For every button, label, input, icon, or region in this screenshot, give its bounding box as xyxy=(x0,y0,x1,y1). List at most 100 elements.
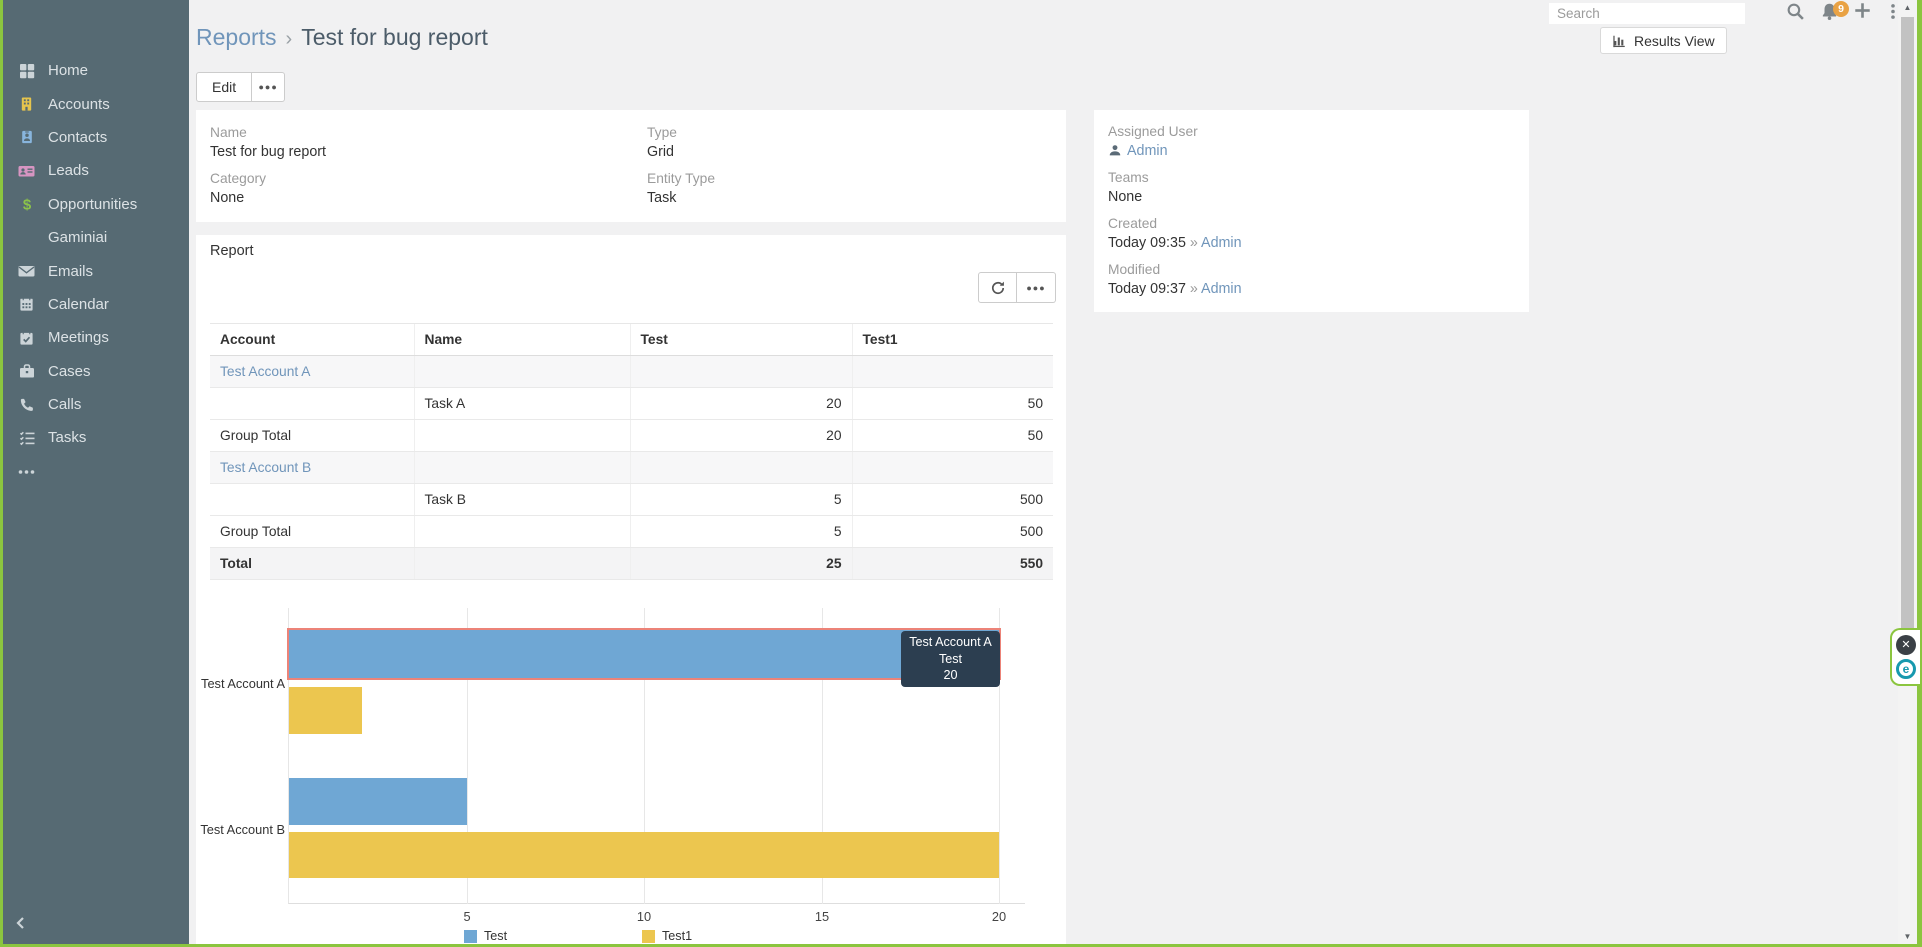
side-panel: Assigned User Admin Teams None Created T… xyxy=(1094,110,1529,312)
quick-create-plus-icon[interactable] xyxy=(1852,0,1873,24)
tooltip-category: Test Account A xyxy=(909,635,992,649)
cell-name xyxy=(413,419,630,452)
task-list-icon xyxy=(18,429,35,446)
field-value: None xyxy=(210,190,245,206)
scroll-thumb[interactable] xyxy=(1901,17,1914,677)
table-row: Group Total 5 500 xyxy=(210,515,1053,548)
sidebar-more-button[interactable] xyxy=(3,455,189,489)
cell-test: 25 xyxy=(629,547,852,580)
menu-dots-icon[interactable] xyxy=(1884,2,1902,24)
gridline xyxy=(467,608,468,904)
svg-text:$: $ xyxy=(22,196,31,213)
cell-test: 20 xyxy=(629,387,852,420)
cell-test1 xyxy=(851,451,1053,484)
created-by-link[interactable]: Admin xyxy=(1201,235,1242,251)
cell-account xyxy=(210,387,414,420)
sidebar-item-label: Emails xyxy=(48,262,94,280)
search-icon[interactable] xyxy=(1786,2,1805,24)
refresh-button[interactable] xyxy=(978,272,1017,303)
edit-button[interactable]: Edit xyxy=(196,72,253,102)
field-value: Task xyxy=(647,190,677,206)
field-label: Modified xyxy=(1108,262,1161,277)
sidebar-collapse-button[interactable] xyxy=(13,915,29,934)
sidebar-item-tasks[interactable]: Tasks xyxy=(3,421,189,454)
phone-icon xyxy=(18,396,35,413)
legend-item-test: Test xyxy=(464,929,507,943)
overview-panel: Name Test for bug report Type Grid Categ… xyxy=(196,110,1066,222)
breadcrumb-separator: › xyxy=(285,28,293,50)
chart-bar[interactable] xyxy=(289,630,999,678)
widget-logo-icon[interactable]: e xyxy=(1896,659,1916,679)
breadcrumb-reports-link[interactable]: Reports xyxy=(196,24,277,50)
cell-test1: 500 xyxy=(851,483,1053,516)
bar-chart-icon xyxy=(1613,35,1625,47)
legend-label: Test1 xyxy=(662,929,693,943)
sidebar-item-label: Opportunities xyxy=(48,195,138,213)
sidebar-item-meetings[interactable]: Meetings xyxy=(3,321,189,354)
gridline xyxy=(999,608,1000,904)
modified-by-link[interactable]: Admin xyxy=(1201,281,1242,297)
field-label: Created xyxy=(1108,216,1158,231)
table-row: Total 25 550 xyxy=(210,547,1053,580)
scroll-up-arrow[interactable]: ▲ xyxy=(1903,3,1912,12)
record-more-button[interactable]: ●●● xyxy=(252,72,286,102)
notifications-bell-icon[interactable] xyxy=(1820,2,1839,24)
window-frame-bottom xyxy=(0,944,1922,947)
id-card-icon xyxy=(18,162,35,179)
sidebar-item-calendar[interactable]: Calendar xyxy=(3,288,189,321)
envelope-icon xyxy=(18,263,35,280)
results-view-label: Results View xyxy=(1634,32,1715,49)
field-modified: Modified Today 09:37 » Admin xyxy=(1108,260,1242,299)
created-separator: » xyxy=(1189,235,1198,251)
record-toolbar: Edit ●●● xyxy=(196,72,286,102)
sidebar-item-home[interactable]: Home xyxy=(3,54,189,87)
sidebar-item-label: Contacts xyxy=(48,128,108,146)
briefcase-icon xyxy=(18,363,35,380)
category-label: Test Account B xyxy=(200,822,285,837)
sidebar-item-leads[interactable]: Leads xyxy=(3,154,189,187)
cell-test: 5 xyxy=(629,483,852,516)
cell-test1: 50 xyxy=(851,387,1053,420)
cell-name: Task A xyxy=(413,387,630,420)
chart-bar[interactable] xyxy=(289,687,362,734)
sidebar-item-gaminiai[interactable]: Gaminiai xyxy=(3,221,189,254)
chart-tooltip: Test Account A Test 20 xyxy=(901,631,1000,687)
chart-bar[interactable] xyxy=(289,832,999,878)
notifications-badge[interactable]: 9 xyxy=(1833,1,1849,17)
table-row: Task A 20 50 xyxy=(210,387,1053,420)
sidebar-item-emails[interactable]: Emails xyxy=(3,254,189,287)
modified-separator: » xyxy=(1189,281,1198,297)
search-input[interactable] xyxy=(1549,3,1745,24)
sidebar-item-calls[interactable]: Calls xyxy=(3,388,189,421)
sidebar-item-label: Cases xyxy=(48,362,91,380)
column-header-test1: Test1 xyxy=(851,323,1053,356)
calendar-icon xyxy=(18,296,35,313)
results-view-button[interactable]: Results View xyxy=(1600,27,1727,54)
cell-name xyxy=(413,547,630,580)
field-entity-type: Entity Type Task xyxy=(647,169,715,208)
chart-plot: Test Account A Test Account B Test Accou… xyxy=(200,608,1025,924)
assigned-user-link[interactable]: Admin xyxy=(1127,143,1168,159)
cell-name: Task B xyxy=(413,483,630,516)
column-header-account: Account xyxy=(210,323,414,356)
cell-account: Group Total xyxy=(210,419,414,452)
created-datetime: Today 09:35 xyxy=(1108,235,1186,251)
table-row: Task B 5 500 xyxy=(210,483,1053,516)
widget-close-icon[interactable]: ✕ xyxy=(1896,635,1916,655)
scroll-down-arrow[interactable]: ▼ xyxy=(1903,932,1912,941)
page-scrollbar[interactable]: ▲ ▼ xyxy=(1898,0,1917,944)
cell-test xyxy=(629,451,852,484)
sidebar-item-contacts[interactable]: Contacts xyxy=(3,121,189,154)
field-category: Category None xyxy=(210,169,266,208)
account-link[interactable]: Test Account B xyxy=(220,460,312,475)
cell-test: 5 xyxy=(629,515,852,548)
sidebar-item-cases[interactable]: Cases xyxy=(3,355,189,388)
table-row: Test Account B xyxy=(210,451,1053,484)
field-name: Name Test for bug report xyxy=(210,123,326,162)
sidebar-item-accounts[interactable]: Accounts xyxy=(3,87,189,120)
account-link[interactable]: Test Account A xyxy=(220,364,311,379)
sidebar-item-opportunities[interactable]: $ Opportunities xyxy=(3,188,189,221)
chart-bar[interactable] xyxy=(289,778,467,825)
report-more-button[interactable]: ●●● xyxy=(1017,272,1056,303)
cell-test: 20 xyxy=(629,419,852,452)
